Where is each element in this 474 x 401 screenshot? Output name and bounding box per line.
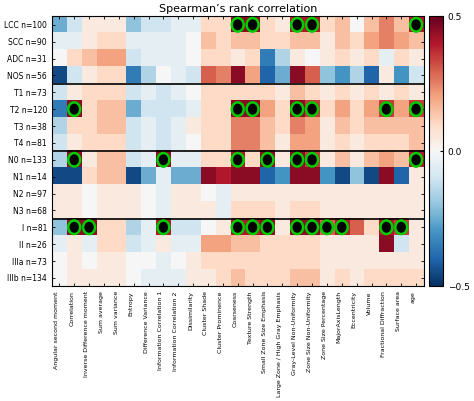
Circle shape bbox=[291, 153, 303, 166]
Circle shape bbox=[321, 221, 333, 234]
Circle shape bbox=[246, 221, 258, 234]
Circle shape bbox=[246, 102, 258, 116]
Circle shape bbox=[306, 102, 318, 116]
Circle shape bbox=[410, 102, 422, 116]
Circle shape bbox=[262, 153, 273, 166]
Circle shape bbox=[157, 153, 169, 166]
Circle shape bbox=[83, 221, 95, 234]
Circle shape bbox=[68, 153, 80, 166]
Circle shape bbox=[291, 221, 303, 234]
Circle shape bbox=[232, 102, 244, 116]
Circle shape bbox=[68, 102, 80, 116]
Circle shape bbox=[232, 153, 244, 166]
Circle shape bbox=[246, 18, 258, 32]
Circle shape bbox=[291, 102, 303, 116]
Circle shape bbox=[381, 221, 392, 234]
Circle shape bbox=[232, 221, 244, 234]
Title: Spearman’s rank correlation: Spearman’s rank correlation bbox=[158, 4, 317, 14]
Circle shape bbox=[232, 18, 244, 32]
Circle shape bbox=[410, 153, 422, 166]
Circle shape bbox=[410, 18, 422, 32]
Circle shape bbox=[291, 18, 303, 32]
Circle shape bbox=[381, 102, 392, 116]
Circle shape bbox=[306, 18, 318, 32]
Circle shape bbox=[336, 221, 348, 234]
Circle shape bbox=[306, 221, 318, 234]
Circle shape bbox=[68, 221, 80, 234]
Circle shape bbox=[157, 221, 169, 234]
Circle shape bbox=[306, 153, 318, 166]
Circle shape bbox=[395, 221, 407, 234]
Circle shape bbox=[262, 221, 273, 234]
